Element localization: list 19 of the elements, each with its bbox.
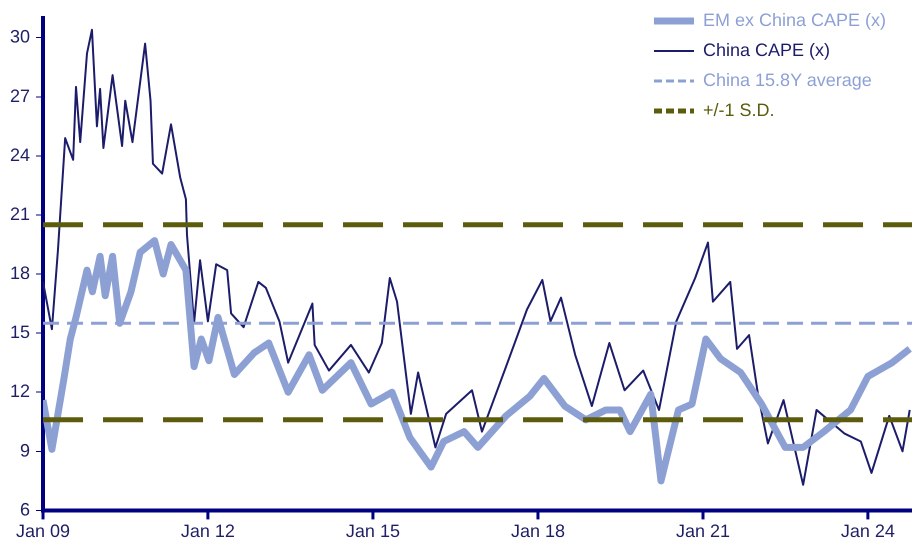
legend-label: +/-1 S.D. <box>703 100 775 120</box>
x-tick-label: Jan 09 <box>16 521 70 542</box>
y-tick-label: 6 <box>20 499 30 520</box>
y-tick-label: 18 <box>10 263 30 284</box>
x-tick-label: Jan 18 <box>510 521 565 542</box>
y-tick-label: 21 <box>10 204 30 224</box>
x-tick-label: Jan 21 <box>676 521 730 542</box>
x-tick-label: Jan 12 <box>180 521 235 542</box>
y-tick-label: 24 <box>10 144 30 165</box>
legend-label: EM ex China CAPE (x) <box>703 10 886 30</box>
x-tick-label: Jan 15 <box>346 521 400 542</box>
y-tick-label: 9 <box>20 440 30 460</box>
y-tick-label: 30 <box>10 26 30 47</box>
legend-label: China 15.8Y average <box>703 70 872 90</box>
legend-label: China CAPE (x) <box>703 40 830 60</box>
y-tick-label: 12 <box>10 381 30 402</box>
y-tick-label: 27 <box>10 86 30 106</box>
x-tick-label: Jan 24 <box>840 521 895 542</box>
y-tick-label: 15 <box>10 322 30 342</box>
